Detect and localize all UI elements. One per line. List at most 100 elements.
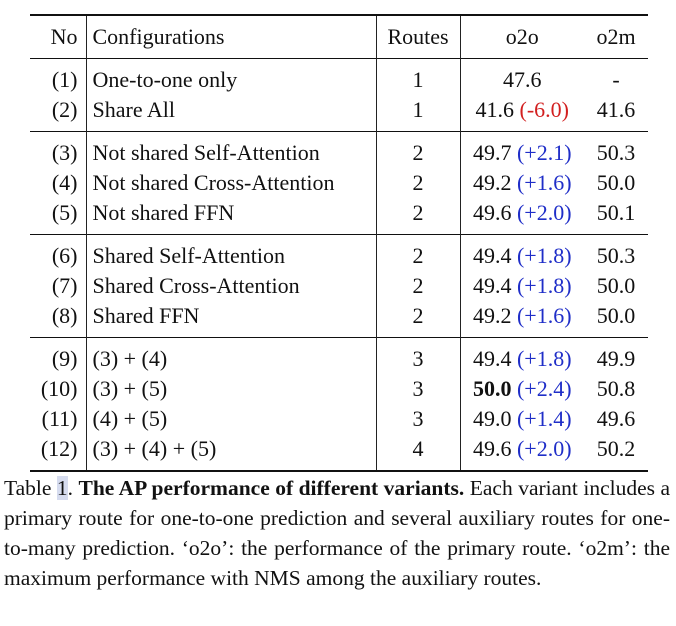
cell-o2o: 49.2 (+1.6): [460, 168, 584, 198]
o2o-value: 49.7: [472, 140, 512, 165]
o2o-delta: (-6.0): [519, 97, 569, 122]
cell-no: (3): [30, 131, 87, 168]
cell-routes: 1: [375, 95, 461, 132]
cell-routes: 4: [375, 434, 461, 471]
cell-o2m: 49.6: [596, 406, 636, 431]
cell-o2o: 49.7 (+2.1): [460, 132, 584, 169]
table-caption: Table 1. The AP performance of different…: [4, 473, 670, 593]
cell-no: (7): [30, 271, 87, 301]
o2o-value: 49.4: [472, 346, 512, 371]
cell-routes: 2: [375, 271, 461, 301]
cell-configuration: (3) + (4) + (5): [92, 436, 217, 461]
table-row: (2) Share All 1 41.6 (-6.0) 41.6: [30, 95, 648, 132]
cell-routes: 3: [375, 337, 461, 374]
table-group: (3) Not shared Self-Attention 2 49.7 (+2.1)…: [30, 131, 648, 235]
o2o-delta: (+1.8): [516, 243, 572, 268]
cell-configuration: Not shared FFN: [92, 200, 235, 225]
table-row: (5) Not shared FFN 2 49.6 (+2.0) 50.1: [30, 198, 648, 235]
cell-configuration: (3) + (4): [92, 346, 168, 371]
header-no: No: [30, 15, 87, 59]
cell-o2m: 49.9: [596, 346, 636, 371]
cell-o2o: 49.6 (+2.0): [460, 434, 584, 471]
cell-configuration: One-to-one only: [92, 67, 238, 92]
table-row: (3) Not shared Self-Attention 2 49.7 (+2.1)…: [30, 131, 648, 169]
table-row: (9) (3) + (4) 3 49.4 (+1.8) 49.9: [30, 337, 648, 375]
cell-o2m: 50.1: [596, 200, 636, 225]
table-group: (6) Shared Self-Attention 2 49.4 (+1.8) 50.3…: [30, 234, 648, 338]
cell-routes: 3: [375, 374, 461, 404]
table-header-row: No Configurations Routes o2o o2m: [30, 15, 648, 59]
o2o-value: 49.2: [472, 303, 512, 328]
cell-configuration: (4) + (5): [92, 406, 168, 431]
cell-o2o: 50.0 (+2.4): [460, 374, 584, 404]
o2o-value: 49.6: [472, 200, 512, 225]
cell-o2m: 50.3: [596, 243, 636, 268]
o2o-value: 49.4: [472, 243, 512, 268]
o2o-delta: (+1.6): [516, 303, 572, 328]
cell-o2o: 49.4 (+1.8): [460, 338, 584, 375]
cell-no: (6): [30, 234, 87, 271]
cell-configuration: Shared Self-Attention: [92, 243, 285, 268]
caption-label: Table: [4, 476, 57, 500]
cell-routes: 2: [375, 301, 461, 338]
cell-o2o: 49.4 (+1.8): [460, 235, 584, 272]
table-row: (4) Not shared Cross-Attention 2 49.2 (+1.6…: [30, 168, 648, 198]
cell-no: (2): [30, 95, 87, 132]
caption-separator: .: [67, 476, 79, 500]
o2o-value: 49.0: [472, 406, 512, 431]
o2o-delta: (+2.1): [516, 140, 572, 165]
table-row: (8) Shared FFN 2 49.2 (+1.6) 50.0: [30, 301, 648, 338]
cell-no: (4): [30, 168, 87, 198]
table-row: (1) One-to-one only 1 47.6 -: [30, 58, 648, 96]
cell-configuration: Share All: [92, 97, 176, 122]
table-row: (10) (3) + (5) 3 50.0 (+2.4) 50.8: [30, 374, 648, 404]
cell-o2o: 47.6: [460, 59, 584, 96]
header-configurations: Configurations: [92, 24, 225, 49]
table-row: (11) (4) + (5) 3 49.0 (+1.4) 49.6: [30, 404, 648, 434]
cell-o2m: 50.0: [596, 273, 636, 298]
table-row: (6) Shared Self-Attention 2 49.4 (+1.8) 50.3: [30, 234, 648, 272]
cell-routes: 2: [375, 131, 461, 168]
o2o-delta: (+2.4): [516, 376, 572, 401]
cell-no: (11): [30, 404, 87, 434]
cell-o2o: 49.6 (+2.0): [460, 198, 584, 235]
table-row: (12) (3) + (4) + (5) 4 49.6 (+2.0) 50.2: [30, 434, 648, 471]
caption-title: The AP performance of different variants…: [78, 476, 465, 500]
cell-o2o: 49.4 (+1.8): [460, 271, 584, 301]
cell-no: (9): [30, 337, 87, 374]
cell-o2o: 41.6 (-6.0): [460, 95, 584, 132]
caption-body: Each variant includes a primary route fo…: [4, 476, 671, 590]
cell-no: (1): [30, 58, 87, 95]
o2o-value: 47.6: [503, 67, 542, 92]
header-o2m: o2m: [596, 24, 636, 49]
o2o-value: 41.6: [475, 97, 515, 122]
header-o2o: o2o: [505, 24, 539, 49]
cell-o2o: 49.0 (+1.4): [460, 404, 584, 434]
o2o-delta: (+2.0): [516, 200, 572, 225]
caption-table-number: 1: [56, 476, 68, 500]
o2o-delta: (+1.8): [516, 273, 572, 298]
o2o-delta: (+1.8): [516, 346, 572, 371]
cell-o2m: 50.2: [596, 436, 636, 461]
o2o-delta: (+1.4): [516, 406, 572, 431]
o2o-value: 50.0: [472, 376, 512, 401]
results-table: No Configurations Routes o2o o2m (1) One-…: [30, 14, 648, 472]
cell-o2m: -: [612, 67, 620, 92]
cell-routes: 3: [375, 404, 461, 434]
cell-routes: 2: [375, 168, 461, 198]
table-row: (7) Shared Cross-Attention 2 49.4 (+1.8) 50.…: [30, 271, 648, 301]
cell-o2m: 50.3: [596, 140, 636, 165]
o2o-value: 49.6: [472, 436, 512, 461]
cell-no: (5): [30, 198, 87, 235]
cell-configuration: Not shared Cross-Attention: [92, 170, 335, 195]
o2o-delta: (+2.0): [516, 436, 572, 461]
cell-configuration: Shared Cross-Attention: [92, 273, 300, 298]
header-routes: Routes: [375, 15, 461, 59]
cell-o2m: 50.0: [596, 303, 636, 328]
table-group: (9) (3) + (4) 3 49.4 (+1.8) 49.9 (10) (3) + (5…: [30, 337, 648, 471]
o2o-value: 49.2: [472, 170, 512, 195]
cell-configuration: (3) + (5): [92, 376, 168, 401]
cell-configuration: Not shared Self-Attention: [92, 140, 320, 165]
cell-no: (10): [30, 374, 87, 404]
cell-o2m: 50.8: [596, 376, 636, 401]
